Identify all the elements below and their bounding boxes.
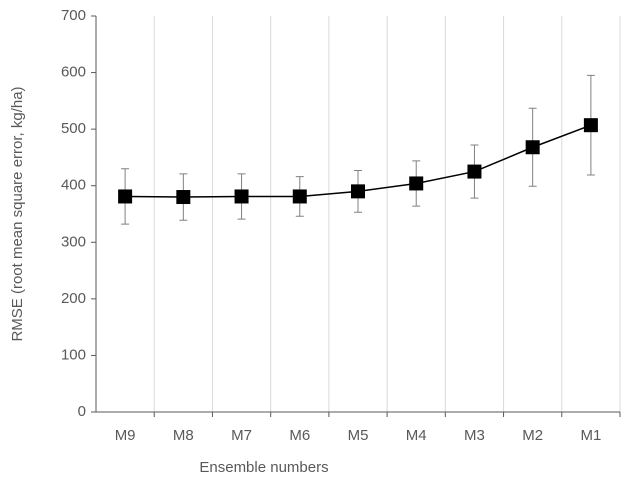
y-tick-label: 500 xyxy=(61,120,86,137)
x-tick-label: M9 xyxy=(115,427,136,444)
marker xyxy=(525,140,540,155)
marker xyxy=(118,189,133,204)
marker xyxy=(234,189,249,204)
y-axis-label: RMSE (root mean square error, kg/ha) xyxy=(9,86,26,341)
x-tick-label: M7 xyxy=(231,427,252,444)
x-tick-label: M6 xyxy=(289,427,310,444)
marker xyxy=(176,190,191,205)
marker xyxy=(583,118,598,133)
y-tick-label: 700 xyxy=(61,7,86,24)
y-tick-label: 0 xyxy=(78,403,86,420)
y-tick-label: 200 xyxy=(61,290,86,307)
marker xyxy=(409,176,424,191)
x-tick-label: M5 xyxy=(348,427,369,444)
y-tick-label: 400 xyxy=(61,177,86,194)
x-tick-label: M2 xyxy=(522,427,543,444)
x-tick-label: M3 xyxy=(464,427,485,444)
x-tick-label: M4 xyxy=(406,427,427,444)
marker xyxy=(351,184,365,199)
x-tick-label: M8 xyxy=(173,427,194,444)
marker xyxy=(292,189,307,204)
y-tick-label: 100 xyxy=(61,346,86,363)
x-tick-label: M1 xyxy=(580,427,601,444)
y-tick-label: 600 xyxy=(61,64,86,81)
marker xyxy=(467,164,482,179)
y-tick-label: 300 xyxy=(61,233,86,250)
x-axis-label: Ensemble numbers xyxy=(199,459,328,476)
